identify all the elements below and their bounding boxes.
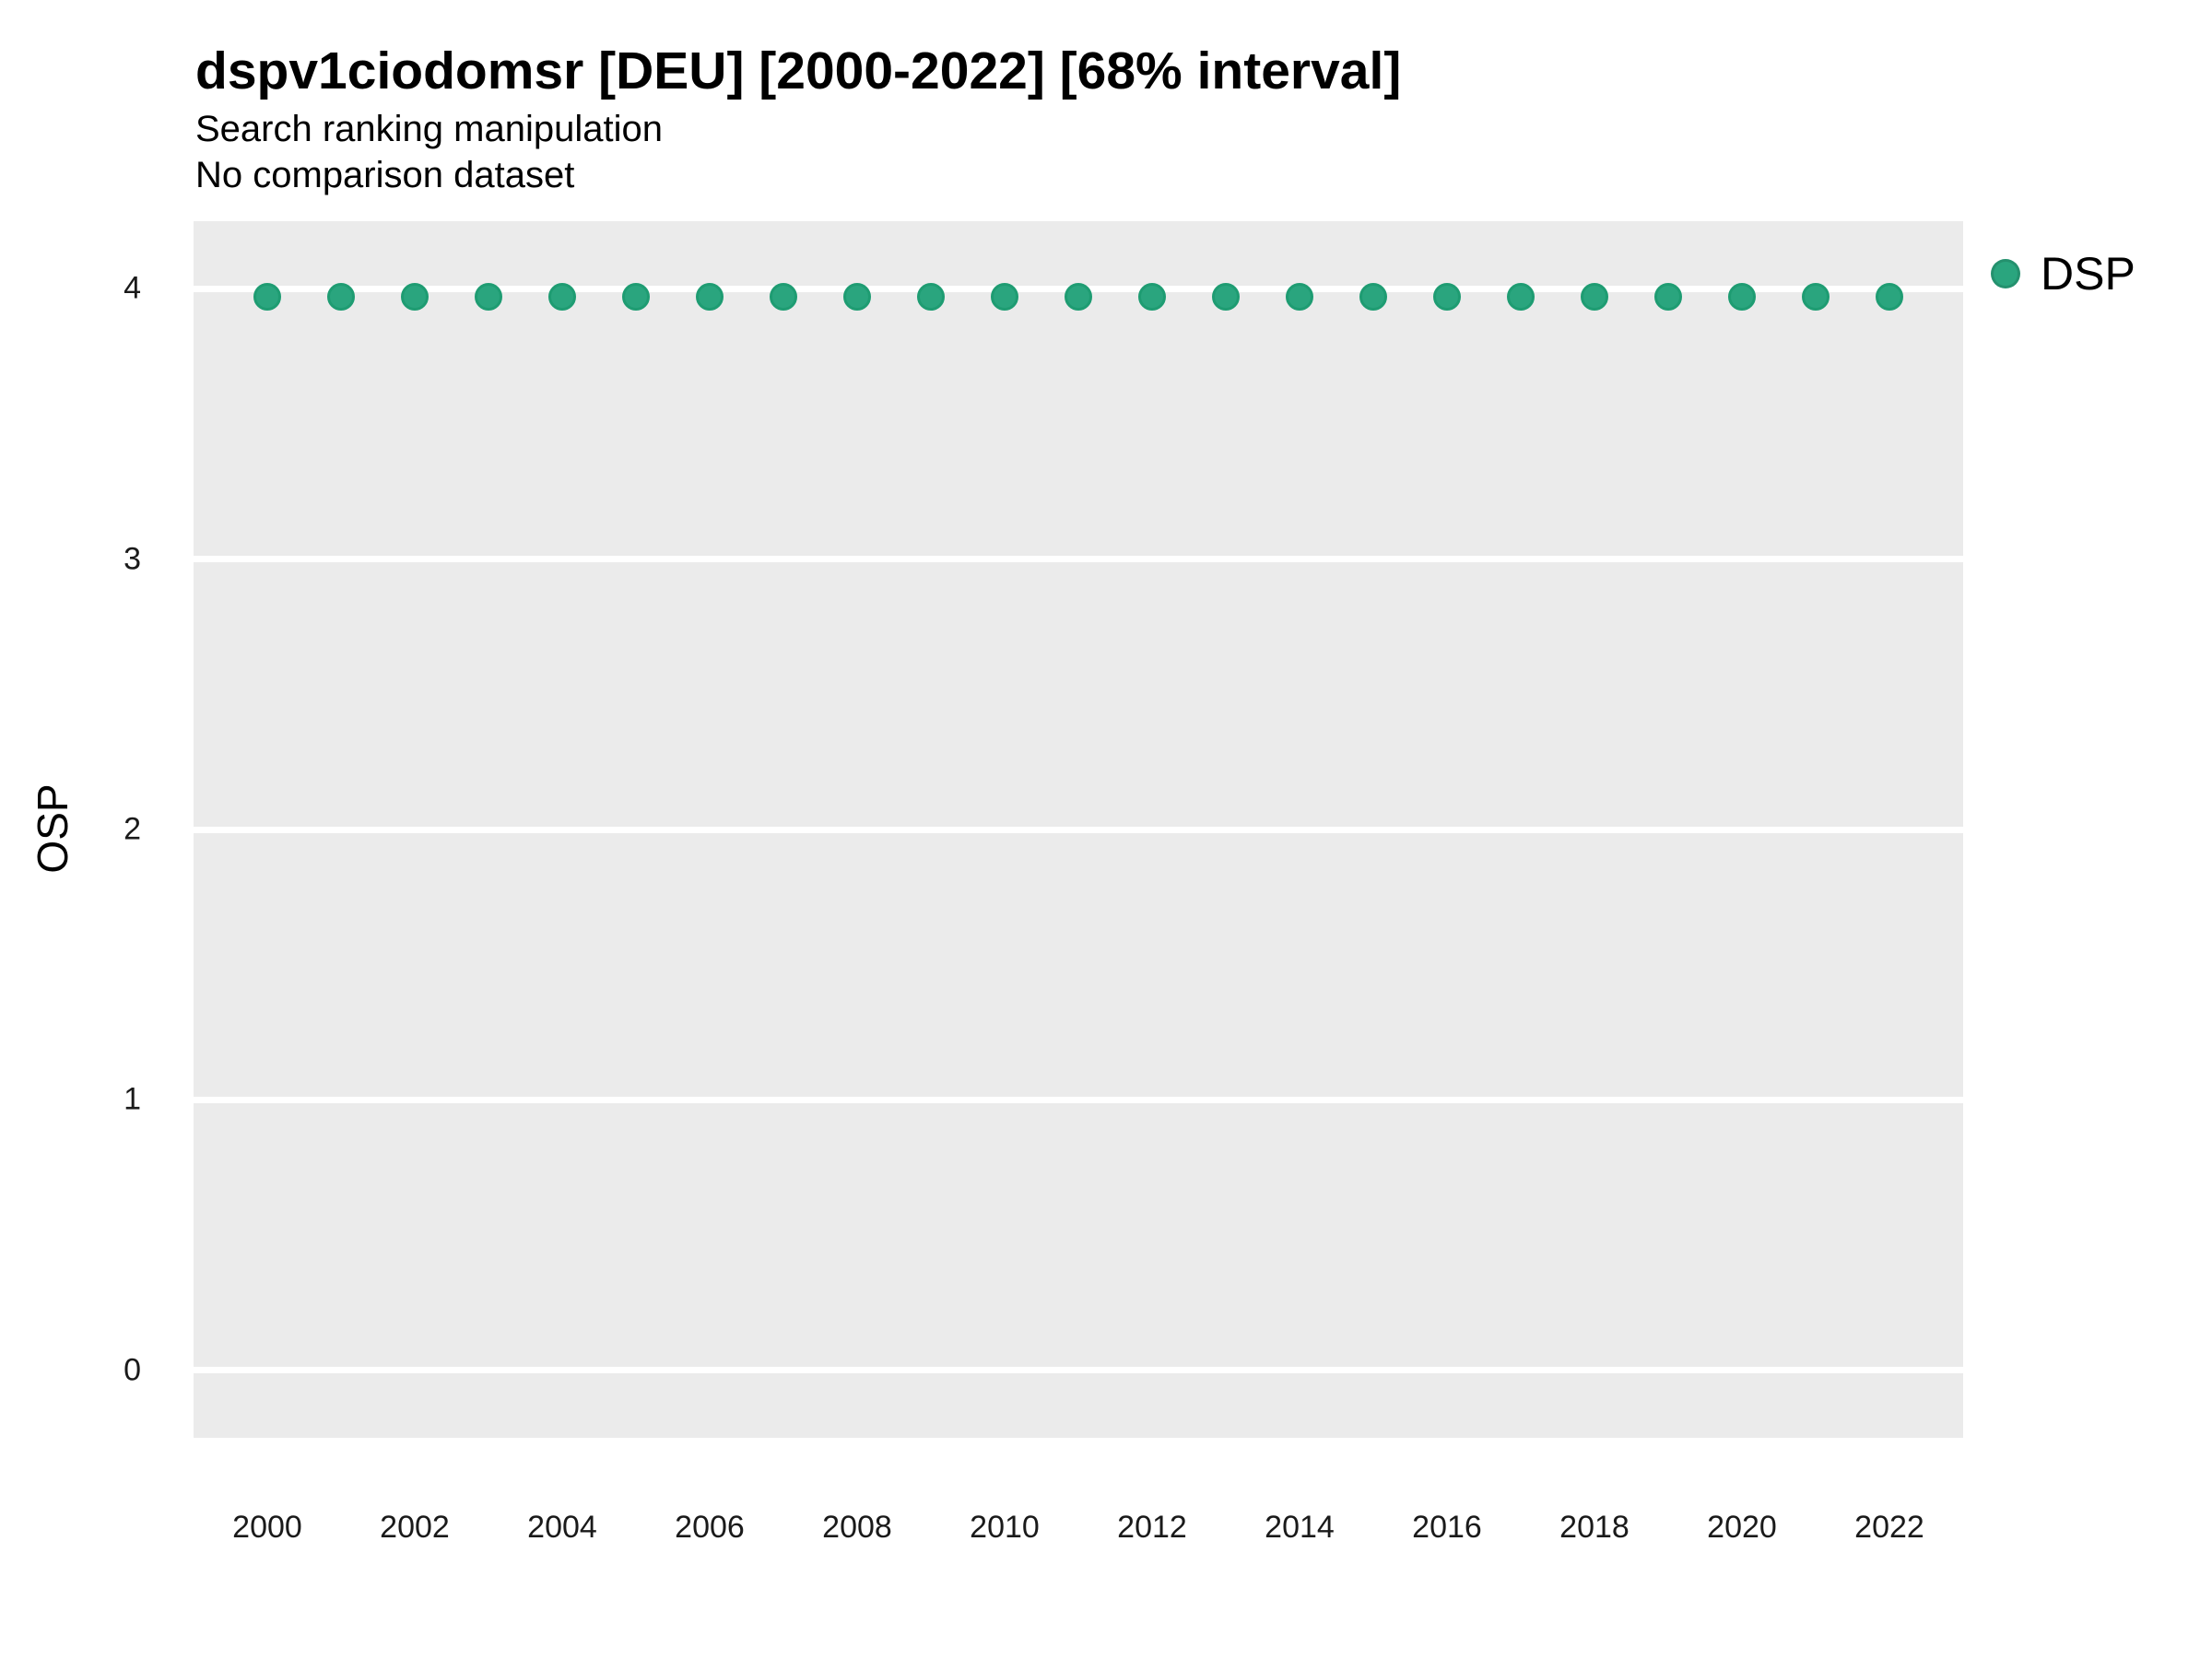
data-point-dsp-2020 [1728,283,1756,312]
y-tick-label-4: 4 [124,270,141,306]
chart-note: No comparison dataset [195,155,575,195]
data-point-dsp-2004 [548,283,576,312]
x-tick-label-2018: 2018 [1559,1510,1630,1545]
data-point-dsp-2001 [327,283,355,312]
data-point-dsp-2009 [917,283,945,312]
x-tick-label-2004: 2004 [527,1510,597,1545]
y-tick-label-3: 3 [124,541,141,577]
x-tick-label-2010: 2010 [970,1510,1040,1545]
data-point-dsp-2011 [1065,283,1092,312]
data-point-dsp-2000 [253,283,281,312]
chart-title: dspv1ciodomsr [DEU] [2000-2022] [68% int… [195,41,1402,100]
data-point-dsp-2018 [1581,283,1608,312]
data-point-dsp-2017 [1507,283,1535,312]
data-point-dsp-2012 [1138,283,1166,312]
x-tick-label-2020: 2020 [1707,1510,1777,1545]
data-point-dsp-2015 [1359,283,1387,312]
data-point-dsp-2007 [770,283,797,312]
gridline-y-0 [194,1367,1963,1374]
legend: DSP [1991,247,2136,300]
legend-label-dsp: DSP [2041,248,2136,300]
data-point-dsp-2002 [401,283,429,312]
plot-panel [194,221,1963,1438]
x-tick-label-2002: 2002 [380,1510,450,1545]
y-tick-label-0: 0 [124,1352,141,1388]
x-tick-label-2008: 2008 [822,1510,892,1545]
x-tick-label-2014: 2014 [1265,1510,1335,1545]
gridline-y-2 [194,826,1963,833]
data-point-dsp-2005 [622,283,650,312]
data-point-dsp-2010 [991,283,1018,312]
gridline-y-3 [194,556,1963,563]
data-point-dsp-2021 [1802,283,1830,312]
y-tick-label-1: 1 [124,1081,141,1117]
gridline-y-1 [194,1096,1963,1103]
data-point-dsp-2008 [843,283,871,312]
data-point-dsp-2022 [1876,283,1903,312]
x-tick-label-2006: 2006 [675,1510,745,1545]
x-tick-label-2022: 2022 [1854,1510,1924,1545]
x-tick-label-2016: 2016 [1412,1510,1482,1545]
data-point-dsp-2003 [475,283,502,312]
y-axis-title: OSP [29,783,76,874]
x-tick-label-2000: 2000 [232,1510,302,1545]
legend-circle-icon [1991,259,2020,288]
data-point-dsp-2006 [696,283,724,312]
data-point-dsp-2014 [1286,283,1313,312]
chart-subtitle: Search ranking manipulation [195,109,663,149]
data-point-dsp-2019 [1654,283,1682,312]
data-point-dsp-2013 [1212,283,1240,312]
y-tick-label-2: 2 [124,811,141,847]
x-tick-label-2012: 2012 [1117,1510,1187,1545]
data-point-dsp-2016 [1433,283,1461,312]
